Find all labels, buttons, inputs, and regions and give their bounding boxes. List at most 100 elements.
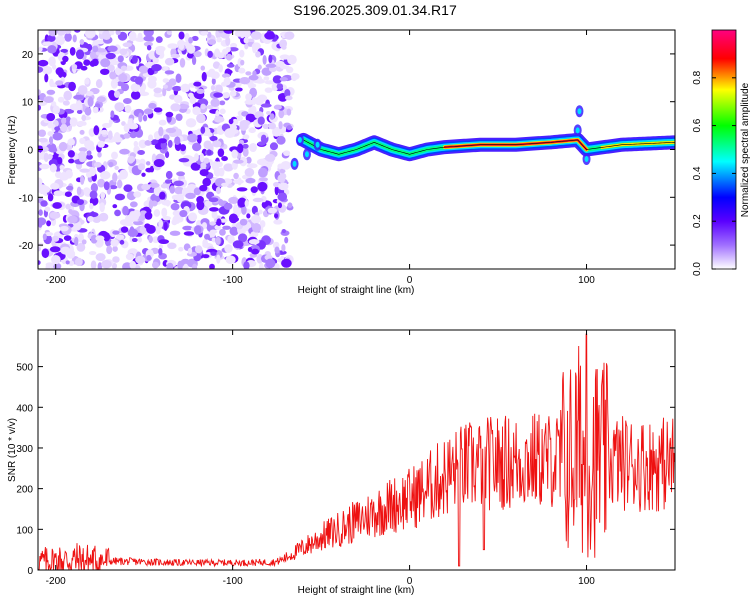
noise-cell — [106, 245, 113, 255]
noise-cell — [85, 171, 93, 178]
noise-cell — [187, 247, 193, 255]
noise-cell — [123, 133, 131, 139]
noise-cell — [108, 161, 114, 168]
signal-centerline — [303, 139, 675, 155]
noise-cell — [68, 158, 75, 164]
noise-cell — [214, 161, 223, 168]
noise-cell — [199, 168, 209, 177]
noise-cell — [153, 158, 165, 168]
noise-cell — [221, 182, 229, 187]
noise-cell — [93, 161, 102, 168]
noise-cell — [162, 84, 169, 89]
noise-cell — [225, 255, 236, 264]
noise-cell — [97, 140, 105, 148]
noise-cell — [120, 226, 129, 233]
noise-cell — [147, 134, 154, 142]
noise-cell — [256, 253, 264, 264]
noise-cell — [204, 233, 211, 240]
noise-cell — [47, 45, 57, 54]
noise-cell — [130, 90, 141, 100]
noise-cell — [138, 112, 143, 123]
noise-cell — [232, 240, 244, 249]
noise-cell — [137, 149, 145, 155]
noise-cell — [55, 67, 64, 76]
noise-cell — [38, 145, 44, 153]
noise-cell — [202, 254, 210, 259]
noise-cell — [196, 133, 202, 144]
noise-cell — [112, 172, 118, 183]
noise-cell — [281, 258, 292, 268]
noise-cell — [179, 57, 186, 68]
noise-cell — [229, 90, 237, 97]
noise-cell — [134, 76, 144, 85]
noise-cell — [92, 106, 99, 114]
noise-cell — [46, 112, 56, 122]
noise-cell — [178, 42, 185, 50]
noise-cell — [164, 81, 173, 92]
noise-cell — [110, 79, 118, 89]
noise-cell — [131, 238, 138, 243]
noise-cell — [67, 150, 75, 158]
noise-cell — [44, 206, 51, 212]
noise-cell — [275, 60, 285, 68]
noise-cell — [38, 89, 41, 96]
noise-cell — [243, 37, 249, 44]
noise-cell — [221, 92, 230, 99]
noise-cell — [215, 236, 221, 245]
noise-cell — [109, 185, 118, 190]
snr-panel: -200 -100 0 100 0 100 200 300 400 500 Height of … — [7, 329, 676, 596]
noise-cell — [122, 42, 133, 48]
noise-cell — [200, 65, 206, 71]
spectrogram-x-axis: -200 -100 0 100 — [46, 30, 595, 286]
noise-cell — [225, 46, 231, 53]
noise-cell — [81, 239, 87, 245]
noise-cell — [38, 66, 44, 73]
noise-cell — [158, 244, 164, 249]
noise-cell — [264, 87, 273, 93]
noise-cell — [121, 121, 126, 126]
noise-cell — [118, 73, 128, 83]
noise-cell — [229, 128, 239, 134]
noise-cell — [67, 138, 76, 146]
noise-cell — [167, 43, 178, 49]
noise-cell — [84, 107, 92, 116]
noise-cell — [135, 255, 146, 264]
noise-cell — [186, 44, 196, 54]
noise-cell — [123, 184, 133, 192]
noise-cell — [47, 34, 56, 42]
noise-cell — [131, 55, 138, 64]
noise-cell — [69, 117, 78, 127]
noise-cell — [269, 142, 279, 151]
noise-cell — [280, 161, 291, 170]
noise-cell — [146, 44, 152, 51]
noise-cell — [165, 111, 174, 118]
noise-cell — [216, 254, 221, 264]
noise-cell — [249, 142, 257, 153]
noise-cell — [162, 78, 170, 83]
noise-cell — [38, 129, 47, 137]
noise-cell — [49, 246, 61, 253]
noise-cell — [144, 140, 152, 146]
noise-cell — [125, 253, 134, 261]
y-tick-label: 10 — [22, 98, 34, 109]
noise-cell — [211, 237, 216, 243]
noise-cell — [272, 126, 281, 137]
noise-cell — [60, 48, 69, 53]
noise-cell — [59, 225, 69, 232]
noise-cell — [183, 263, 189, 269]
noise-cell — [203, 157, 210, 164]
noise-cell — [74, 30, 81, 33]
noise-cell — [235, 30, 242, 37]
noise-cell — [212, 61, 221, 69]
noise-cell — [220, 81, 228, 87]
noise-cell — [51, 124, 56, 133]
noise-cell — [237, 197, 247, 208]
noise-cell — [273, 104, 282, 110]
noise-cell — [96, 48, 107, 53]
noise-cell — [211, 77, 216, 85]
noise-cell — [274, 185, 279, 196]
noise-cell — [232, 118, 239, 125]
noise-cell — [79, 137, 86, 145]
noise-cell — [65, 203, 71, 210]
